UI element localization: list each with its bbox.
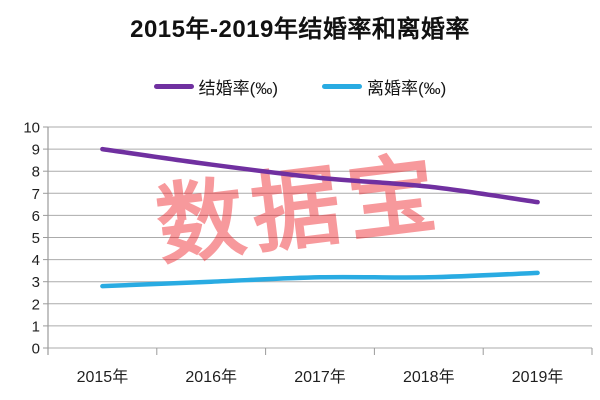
y-tick-label: 5 — [32, 230, 40, 247]
x-tick-label: 2015年 — [77, 368, 129, 386]
y-tick-label: 7 — [32, 186, 40, 203]
y-tick-label: 10 — [23, 120, 40, 137]
y-tick-label: 4 — [32, 252, 40, 269]
chart-title: 2015年-2019年结婚率和离婚率 — [130, 16, 470, 43]
y-tick-label: 6 — [32, 208, 40, 225]
legend: 结婚率(‰) 离婚率(‰) — [0, 74, 600, 99]
marriage-rate-line-swatch — [153, 84, 194, 89]
y-tick-label: 3 — [32, 274, 40, 291]
x-tick-label: 2016年 — [185, 368, 237, 386]
x-tick-label: 2018年 — [403, 368, 455, 386]
y-tick-label: 8 — [32, 164, 40, 181]
divorce-rate-line-swatch — [322, 84, 362, 89]
marriage-rate-line — [100, 146, 540, 205]
legend-label-marriage-rate: 结婚率(‰) — [198, 79, 278, 98]
y-tick-label: 2 — [32, 296, 40, 313]
legend-item-marriage-rate: 结婚率(‰) — [153, 74, 278, 99]
divorce-rate-line — [100, 270, 540, 289]
x-tick-label: 2017年 — [294, 368, 346, 386]
legend-label-divorce-rate: 离婚率(‰) — [367, 79, 447, 98]
x-tick-label: 2019年 — [512, 368, 564, 386]
grid-layer — [43, 126, 593, 355]
legend-item-divorce-rate: 离婚率(‰) — [322, 74, 446, 99]
series-layer — [100, 146, 540, 289]
y-tick-label: 1 — [32, 318, 40, 335]
y-tick-label: 9 — [32, 142, 40, 159]
y-tick-label: 0 — [32, 341, 40, 358]
axis-label-layer: 0 1 2 3 4 5 6 7 8 9 10 2015年 2016年 2017年 2018年 2019年 — [23, 120, 563, 387]
